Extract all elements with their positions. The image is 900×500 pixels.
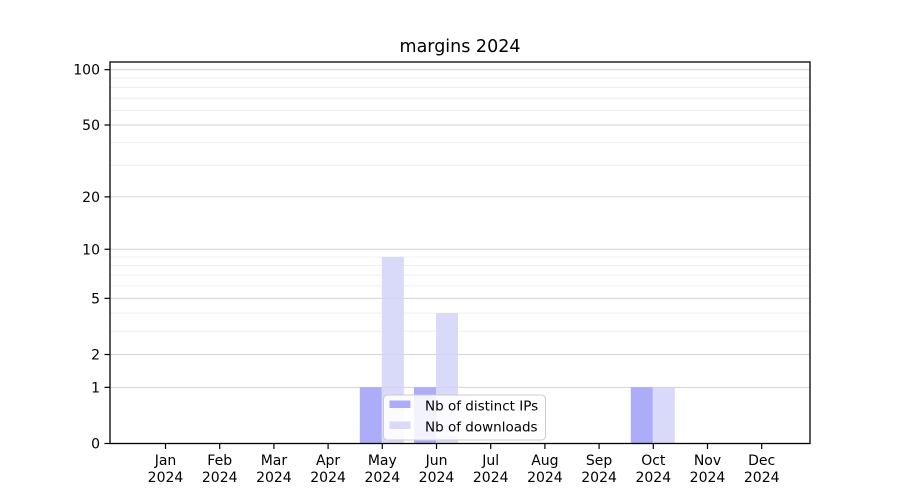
x-tick-label-month: Mar bbox=[261, 453, 288, 469]
legend-label-distinct-ips: Nb of distinct IPs bbox=[425, 399, 538, 415]
x-tick-label-month: Jan bbox=[154, 453, 177, 469]
plot-frame bbox=[109, 61, 811, 445]
x-tick-label-month: Aug bbox=[531, 453, 558, 469]
x-tick-label-month: May bbox=[368, 453, 397, 469]
x-tick-label-month: Jul bbox=[481, 453, 499, 469]
x-tick-label-month: Sep bbox=[586, 453, 613, 469]
x-tick-label-year: 2024 bbox=[690, 470, 726, 486]
x-tick-label-year: 2024 bbox=[256, 470, 292, 486]
x-tick-label-year: 2024 bbox=[744, 470, 780, 486]
x-tick-label-month: Jun bbox=[425, 453, 448, 469]
y-tick-label: 50 bbox=[82, 118, 100, 134]
x-tick-label-year: 2024 bbox=[310, 470, 346, 486]
x-tick-label-year: 2024 bbox=[364, 470, 400, 486]
y-tick-label: 2 bbox=[91, 348, 100, 364]
x-axis-ticks: Jan2024Feb2024Mar2024Apr2024May2024Jun20… bbox=[148, 443, 780, 486]
legend-box bbox=[383, 394, 546, 441]
bar-distinct-ips bbox=[630, 387, 653, 444]
y-tick-label: 0 bbox=[91, 437, 100, 453]
y-tick-label: 5 bbox=[91, 291, 100, 307]
legend-label-downloads: Nb of downloads bbox=[425, 420, 538, 436]
y-tick-label: 20 bbox=[82, 190, 100, 206]
x-tick-label-year: 2024 bbox=[527, 470, 563, 486]
bar-downloads bbox=[652, 387, 675, 444]
x-tick-label-year: 2024 bbox=[148, 470, 184, 486]
gridlines-major bbox=[110, 69, 810, 388]
y-axis-ticks: 0 1 2 5 10 20 50 100 bbox=[73, 63, 110, 453]
x-tick-label-month: Nov bbox=[694, 453, 721, 469]
y-tick-label: 10 bbox=[82, 242, 100, 258]
y-tick-label: 100 bbox=[73, 63, 100, 79]
legend-swatch-downloads bbox=[389, 421, 411, 429]
x-tick-label-month: Oct bbox=[641, 453, 666, 469]
x-tick-label-month: Feb bbox=[207, 453, 232, 469]
bar-distinct-ips bbox=[359, 387, 382, 444]
y-tick-label: 1 bbox=[91, 380, 100, 396]
x-tick-label-year: 2024 bbox=[202, 470, 238, 486]
x-tick-label-year: 2024 bbox=[581, 470, 617, 486]
x-tick-label-year: 2024 bbox=[635, 470, 671, 486]
x-tick-label-month: Dec bbox=[748, 453, 775, 469]
gridlines-minor bbox=[110, 77, 810, 332]
x-tick-label-month: Apr bbox=[316, 453, 340, 469]
legend: Nb of distinct IPs Nb of downloads bbox=[383, 394, 546, 441]
x-tick-label-year: 2024 bbox=[473, 470, 509, 486]
chart-title: margins 2024 bbox=[400, 37, 521, 57]
legend-swatch-distinct-ips bbox=[389, 400, 411, 408]
x-tick-label-year: 2024 bbox=[419, 470, 455, 486]
